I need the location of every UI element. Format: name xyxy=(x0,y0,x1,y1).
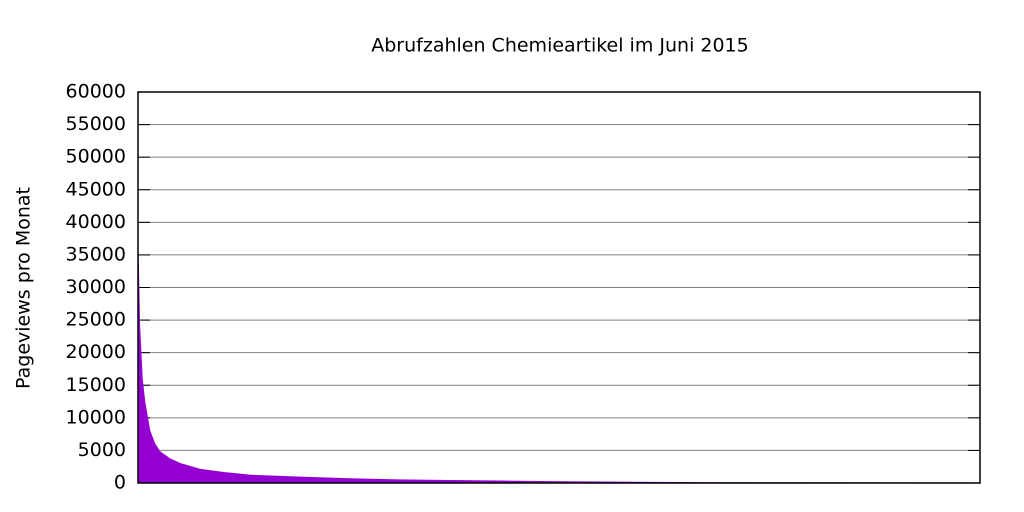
y-tick-label: 0 xyxy=(114,472,126,494)
y-tick-label: 40000 xyxy=(66,211,126,233)
y-tick-label: 10000 xyxy=(66,406,126,428)
y-tick-label: 35000 xyxy=(66,243,126,265)
area xyxy=(137,248,981,484)
y-tick-label: 25000 xyxy=(66,309,126,331)
y-tick-label: 30000 xyxy=(66,276,126,298)
y-tick-label: 60000 xyxy=(66,81,126,103)
y-tick-label: 55000 xyxy=(66,113,126,135)
y-tick-label: 50000 xyxy=(66,146,126,168)
y-tick-label: 15000 xyxy=(66,374,126,396)
chart-title: Abrufzahlen Chemieartikel im Juni 2015 xyxy=(371,35,749,57)
plot-frame xyxy=(137,91,981,484)
y-tick-label: 20000 xyxy=(66,341,126,363)
y-tick-label: 5000 xyxy=(78,439,126,461)
y-axis-label: Pageviews pro Monat xyxy=(13,187,35,389)
y-tick-label: 45000 xyxy=(66,178,126,200)
